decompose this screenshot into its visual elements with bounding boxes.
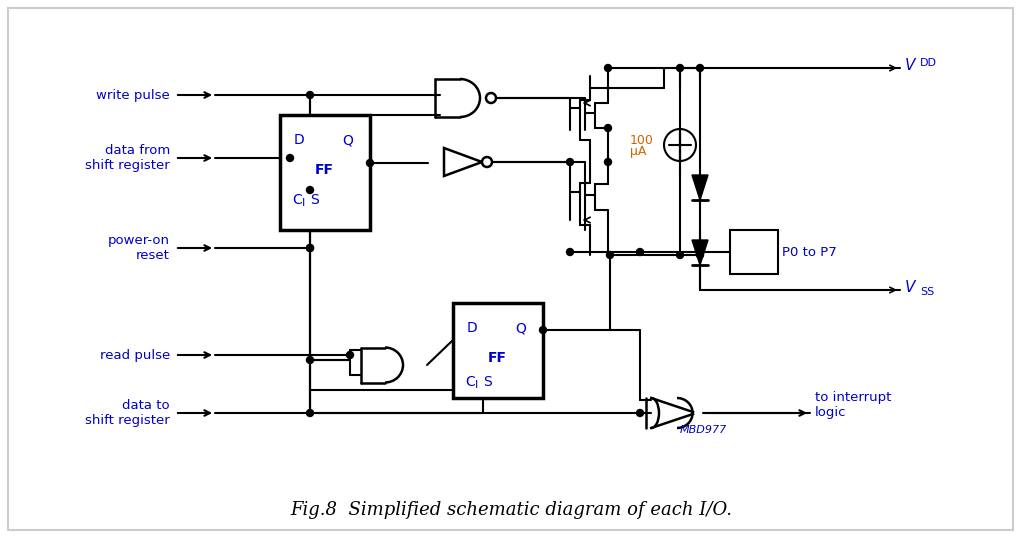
Text: SS: SS [920, 287, 934, 297]
Text: power-on
reset: power-on reset [108, 234, 171, 262]
Text: Fig.8  Simplified schematic diagram of each I/O.: Fig.8 Simplified schematic diagram of ea… [290, 501, 732, 519]
Text: S: S [310, 193, 319, 207]
Text: data from
shift register: data from shift register [85, 144, 171, 172]
Circle shape [567, 159, 574, 166]
Text: FF: FF [315, 163, 334, 177]
Bar [730, 230, 778, 274]
Circle shape [606, 251, 614, 258]
Circle shape [636, 409, 643, 416]
Circle shape [604, 65, 612, 72]
Text: FF: FF [488, 351, 507, 365]
Circle shape [346, 351, 353, 358]
Text: C: C [292, 193, 302, 207]
Text: read pulse: read pulse [100, 349, 171, 362]
Text: I: I [475, 380, 478, 390]
Circle shape [677, 65, 683, 72]
Text: D: D [467, 321, 478, 335]
Circle shape [306, 91, 313, 98]
Circle shape [539, 327, 546, 334]
Circle shape [636, 249, 643, 256]
Text: V: V [905, 280, 916, 294]
Text: D: D [294, 133, 304, 147]
Text: S: S [483, 375, 492, 389]
Circle shape [287, 154, 293, 161]
Text: to interrupt
logic: to interrupt logic [815, 391, 891, 419]
Circle shape [367, 159, 374, 166]
Text: μA: μA [630, 145, 646, 159]
Circle shape [306, 244, 313, 251]
Circle shape [604, 159, 612, 166]
Circle shape [567, 249, 574, 256]
Circle shape [306, 357, 313, 364]
Bar [280, 115, 370, 230]
Circle shape [306, 409, 313, 416]
Polygon shape [692, 175, 708, 200]
Text: Q: Q [515, 321, 526, 335]
Text: I: I [302, 198, 305, 208]
Circle shape [306, 187, 313, 194]
Circle shape [482, 157, 492, 167]
Polygon shape [692, 240, 708, 265]
Circle shape [486, 93, 496, 103]
Circle shape [696, 65, 703, 72]
Circle shape [664, 129, 696, 161]
Text: MBD977: MBD977 [680, 425, 727, 435]
Bar [453, 303, 543, 398]
Text: C: C [465, 375, 475, 389]
Text: DD: DD [920, 58, 937, 68]
Text: data to
shift register: data to shift register [85, 399, 171, 427]
Text: P0 to P7: P0 to P7 [782, 245, 837, 258]
Text: write pulse: write pulse [96, 88, 171, 102]
Text: Q: Q [342, 133, 353, 147]
Circle shape [306, 244, 313, 251]
Text: V: V [905, 58, 916, 73]
Circle shape [696, 249, 703, 256]
Circle shape [604, 124, 612, 131]
Text: 100: 100 [630, 133, 653, 146]
Circle shape [677, 251, 683, 258]
Circle shape [696, 251, 703, 258]
